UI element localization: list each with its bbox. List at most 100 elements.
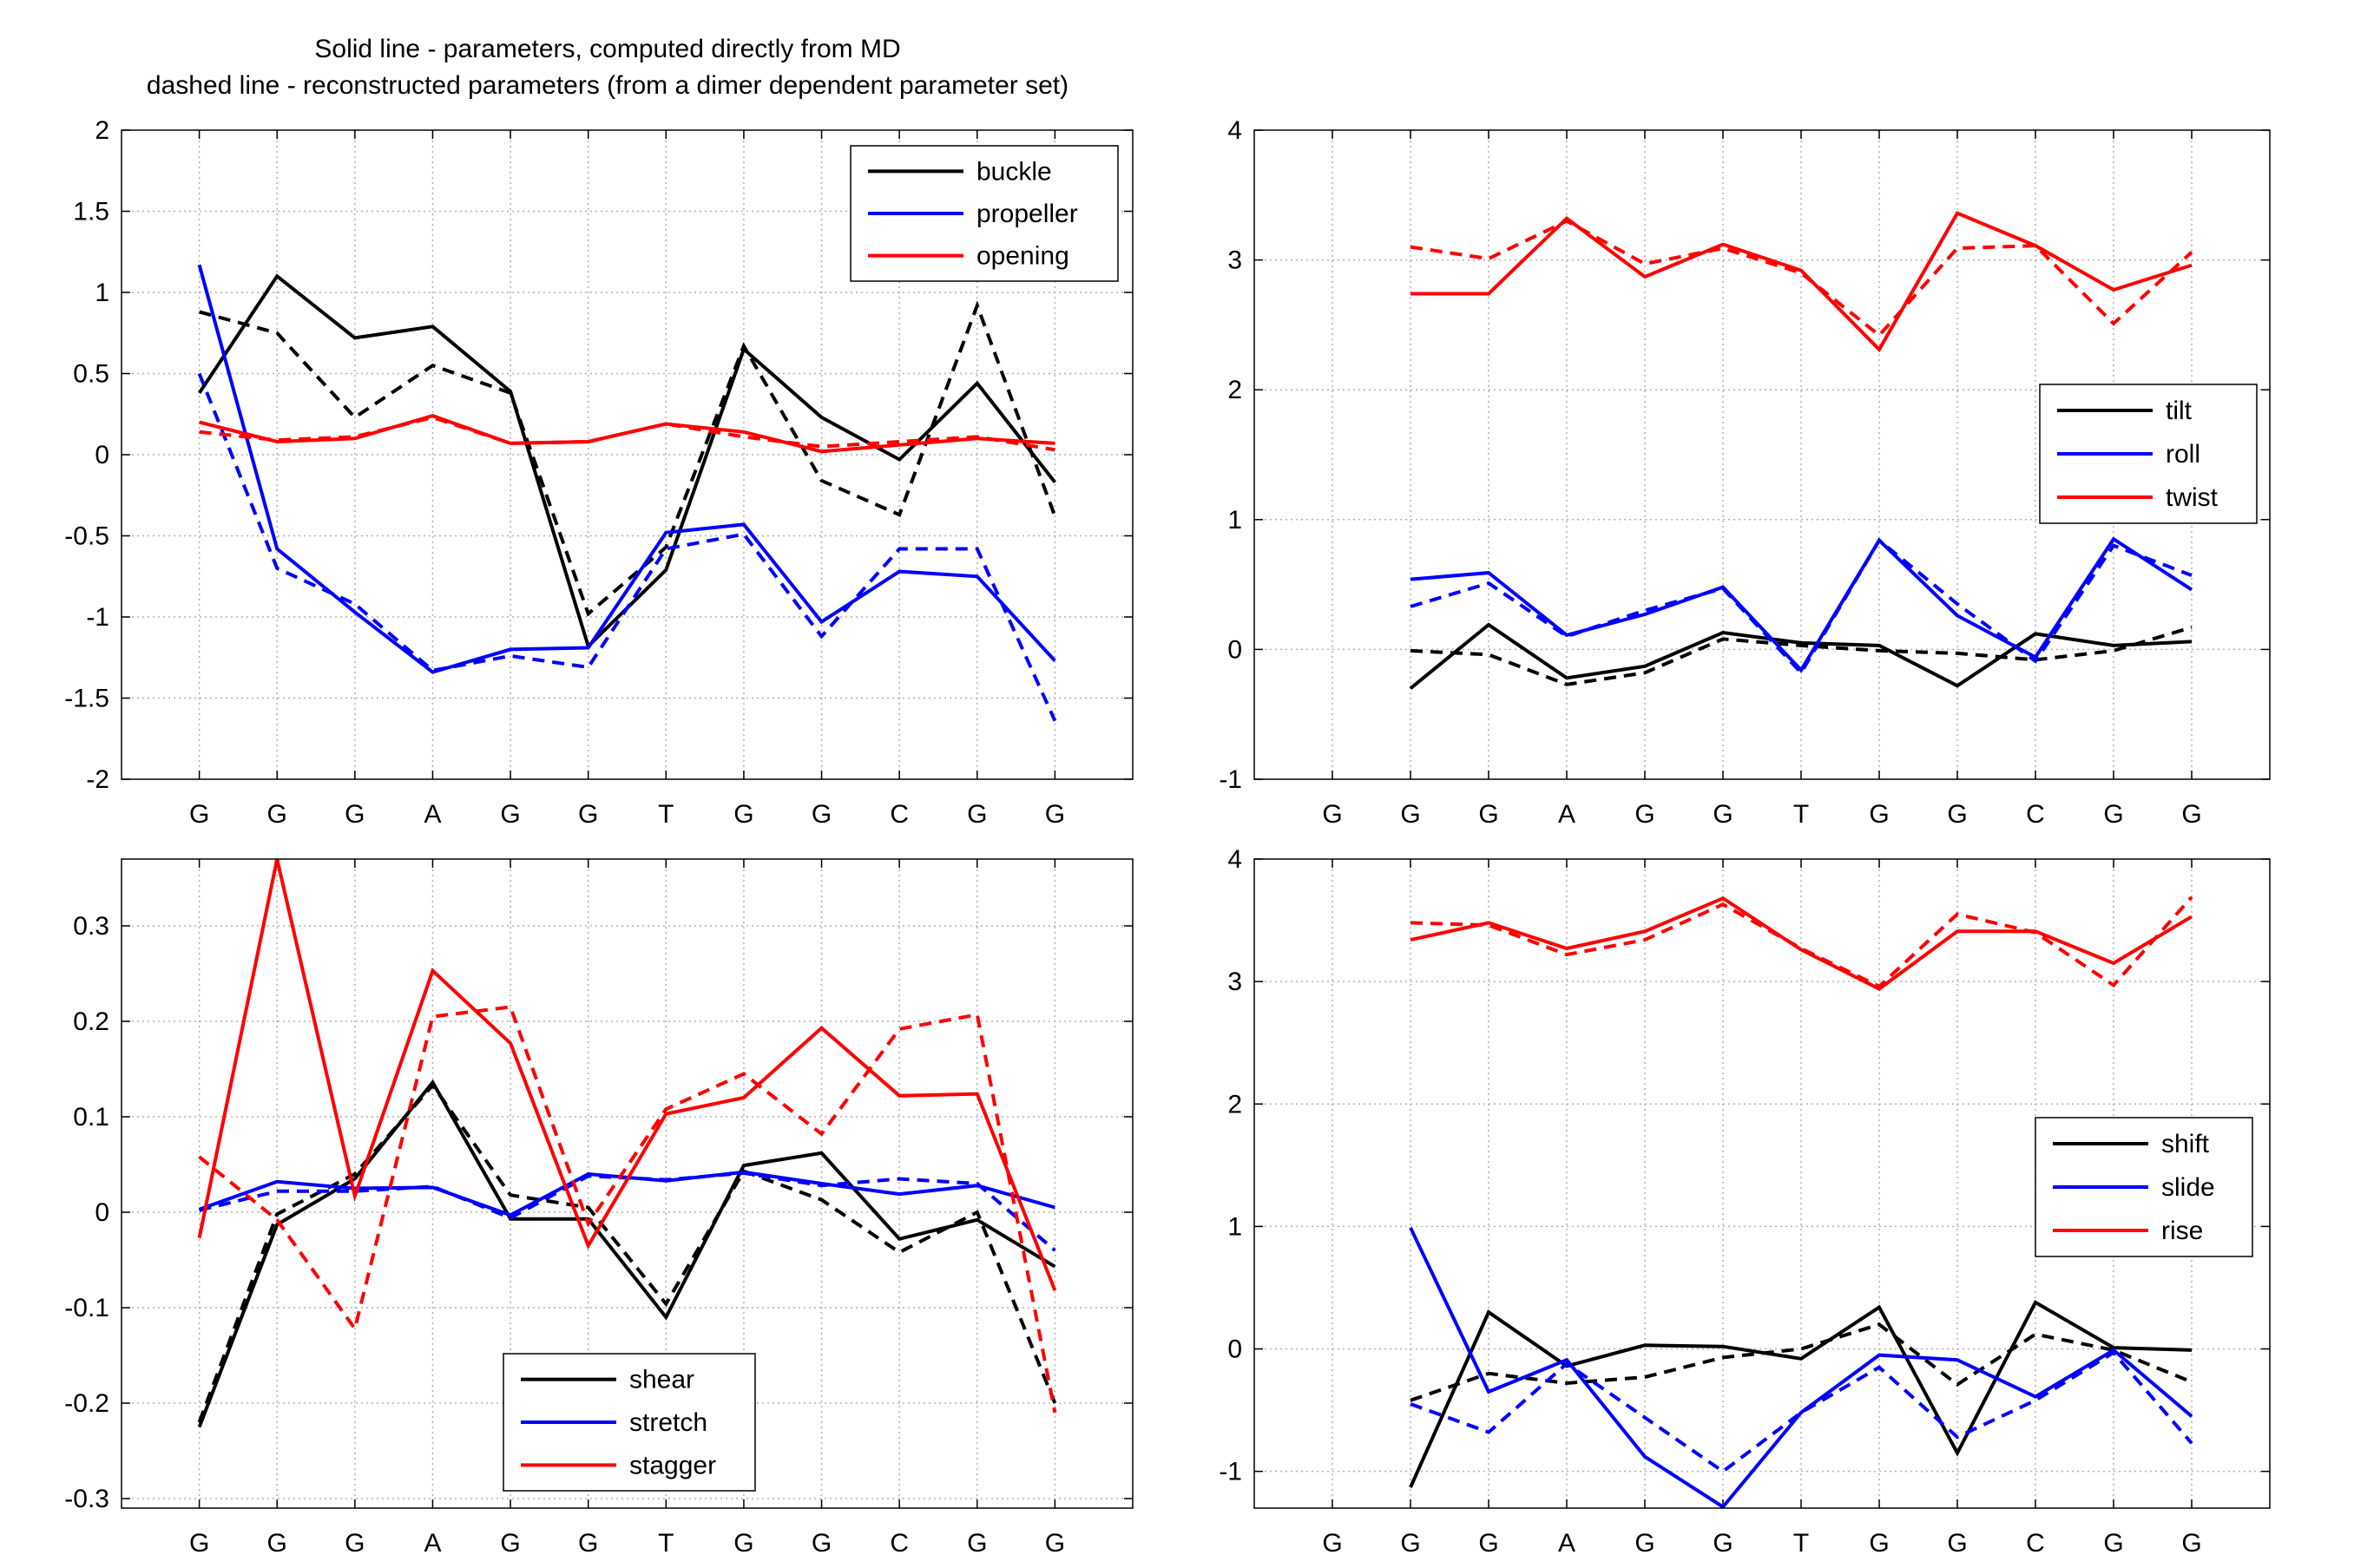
y-tick-label: 3 [1227,968,1242,996]
x-tick-label: G [733,800,753,829]
y-tick-label: -0.5 [64,522,109,551]
y-tick-label: 1.5 [73,198,109,226]
x-tick-label: G [345,800,365,829]
x-tick-label: T [1793,800,1809,829]
x-tick-label: T [1793,1529,1809,1558]
series-line-opening [199,413,1055,454]
legend: shear stretch stagger [503,1353,756,1492]
x-tick-label: G [1322,1529,1342,1558]
x-tick-label: G [1045,800,1065,829]
legend: shift slide rise [2035,1117,2253,1257]
x-tick-label: G [1634,800,1654,829]
x-tick-label: G [1478,800,1498,829]
x-tick-label: G [1400,800,1420,829]
x-tick-label: G [1947,800,1967,829]
legend-label-rise: rise [2161,1217,2203,1245]
x-tick-label: G [812,800,832,829]
legend-label-shear: shear [629,1366,694,1394]
legend: buckle propeller opening [850,145,1119,282]
x-tick-label: G [1713,800,1733,829]
plot-frame [121,129,1134,780]
x-tick-label: G [2181,1529,2201,1558]
x-tick-label: A [424,1529,441,1558]
x-tick-label: G [1322,800,1342,829]
y-tick-label: 4 [1227,845,1242,874]
y-tick-label: 0 [95,1198,109,1227]
series-line-twist-reconstructed [1410,219,2193,338]
y-tick-label: 2 [95,116,109,145]
y-tick-label: -1 [86,603,109,632]
x-tick-label: G [1400,1529,1420,1558]
title-line-1: Solid line - parameters, computed direct… [314,35,901,63]
legend-label-roll: roll [2166,440,2200,469]
legend-label-buckle: buckle [976,157,1052,186]
x-tick-label: T [658,1529,674,1558]
x-tick-label: G [1947,1529,1967,1558]
x-tick-label: G [345,1529,365,1558]
legend-label-stretch: stretch [629,1408,707,1437]
y-tick-label: 2 [1227,376,1242,404]
legend-label-twist: twist [2166,483,2219,512]
y-tick-label: -1.5 [64,685,109,713]
series-line-slide [1409,1226,2193,1508]
plot-frame [1253,858,2271,1509]
x-tick-label: G [967,800,987,829]
x-tick-label: G [2103,1529,2123,1558]
x-tick-label: G [189,800,209,829]
x-tick-label: G [1045,1529,1065,1558]
series-line-shift [1409,1300,2193,1488]
x-tick-label: T [658,800,674,829]
y-tick-label: 1 [1227,506,1242,535]
series-line-buckle-reconstructed [199,300,1057,617]
chart-panel-base-pair-translations: 0.30.20.10-0.1-0.2-0.3G G G A G G T G G C G Gshears… [64,858,1134,1558]
y-tick-label: 0.5 [73,360,109,389]
x-tick-label: G [267,1529,287,1558]
legend-label-shift: shift [2161,1130,2210,1158]
series-line-tilt-reconstructed [1410,626,2193,686]
series-line-stagger [197,859,1057,1291]
y-tick-label: 0 [1227,635,1242,664]
series-group [1409,211,2193,690]
series-line-slide-reconstructed [1410,1350,2193,1474]
series-group [197,264,1057,722]
legend-label-propeller: propeller [976,200,1078,228]
legend-label-tilt: tilt [2166,397,2193,425]
x-tick-label: G [967,1529,987,1558]
x-tick-label: G [578,800,598,829]
x-tick-label: G [189,1529,209,1558]
x-tick-label: G [812,1529,832,1558]
x-tick-label: G [267,800,287,829]
x-tick-label: A [424,800,441,829]
legend-label-slide: slide [2161,1173,2215,1202]
plot-frame [1253,129,2271,780]
y-tick-label: 4 [1227,116,1242,145]
y-tick-label: 0.3 [73,912,109,941]
series-line-shear-reconstructed [197,1082,1057,1423]
x-tick-label: G [1869,1529,1889,1558]
y-tick-label: -0.3 [64,1485,109,1513]
series-line-propeller [197,264,1056,674]
series-group [1409,896,2193,1508]
y-tick-label: 0.2 [73,1007,109,1036]
x-tick-label: G [500,800,520,829]
series-line-rise-reconstructed [1410,896,2193,989]
x-tick-label: G [578,1529,598,1558]
x-tick-label: G [500,1529,520,1558]
x-tick-label: A [1558,1529,1575,1558]
y-tick-label: 1 [1227,1212,1242,1241]
x-tick-label: C [2026,1529,2045,1558]
y-tick-label: 1 [95,279,109,307]
title-line-2: dashed line - reconstructed parameters (… [146,71,1069,100]
x-tick-label: A [1558,800,1575,829]
x-tick-label: G [1713,1529,1733,1558]
y-tick-label: 3 [1227,246,1242,275]
legend-label-opening: opening [976,242,1069,271]
series-group [197,859,1057,1428]
x-tick-label: C [890,800,909,829]
y-tick-label: -0.1 [64,1294,109,1322]
x-tick-label: G [1869,800,1889,829]
legend-label-stagger: stagger [629,1451,716,1479]
